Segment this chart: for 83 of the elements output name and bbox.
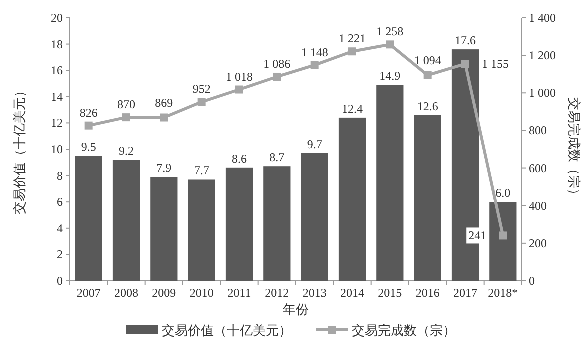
y2-axis-title: 交易完成数（宗） — [567, 98, 582, 202]
y-tick-label: 6 — [57, 195, 63, 210]
y-tick-label: 12 — [51, 116, 63, 130]
point — [462, 60, 470, 68]
data-label: 1 018 — [226, 70, 253, 84]
point — [236, 86, 244, 94]
x-tick-label: 2008 — [114, 286, 138, 300]
data-label: 9.7 — [307, 137, 322, 152]
y2-tick-label: 200 — [529, 236, 547, 250]
y2-tick-label: 400 — [529, 198, 547, 213]
y2-tick-label: 1 200 — [529, 48, 556, 63]
data-label: 952 — [192, 82, 211, 96]
y2-tick-label: 0 — [529, 274, 535, 288]
x-tick-label: 2011 — [228, 286, 252, 300]
data-label: 1 155 — [482, 57, 510, 72]
y2-tick-label: 1 400 — [529, 11, 556, 25]
point — [310, 61, 319, 70]
data-label: 1 221 — [339, 32, 366, 46]
bar — [376, 85, 404, 281]
x-tick-label: 2015 — [378, 286, 402, 300]
point — [84, 122, 93, 130]
point — [160, 114, 168, 122]
x-tick-label: 2009 — [152, 286, 176, 300]
data-label: 8.6 — [232, 152, 247, 166]
point — [273, 72, 282, 81]
data-label: 9.2 — [119, 144, 134, 158]
x-tick-label: 2010 — [190, 286, 214, 300]
x-tick-label: 2017 — [454, 286, 478, 300]
x-tick-label: 2014 — [340, 286, 364, 300]
data-label: 1 094 — [414, 53, 442, 68]
bar — [188, 180, 216, 281]
point — [424, 71, 432, 80]
y2-tick-label: 600 — [529, 161, 547, 176]
y2-tick-label: 1 000 — [529, 86, 556, 100]
data-label: 241 — [468, 228, 487, 243]
bar — [112, 160, 140, 281]
bar — [338, 118, 366, 281]
data-label: 826 — [80, 106, 98, 120]
point — [348, 48, 356, 56]
y-tick-label: 4 — [57, 221, 63, 236]
bar — [301, 153, 328, 281]
data-label: 7.7 — [194, 164, 210, 178]
y-tick-label: 16 — [51, 64, 63, 78]
x-tick-label: 2012 — [265, 286, 290, 300]
data-label: 14.9 — [380, 69, 401, 84]
x-axis-title: 年份 — [283, 302, 309, 317]
data-label: 7.9 — [156, 161, 172, 176]
data-label: 1 258 — [376, 24, 404, 39]
y-tick-label: 2 — [57, 248, 63, 262]
data-label: 9.5 — [81, 140, 96, 154]
bar — [264, 166, 291, 281]
data-label: 1 086 — [264, 56, 291, 71]
data-label: 6.0 — [496, 186, 511, 200]
point — [122, 114, 130, 122]
y2-tick-label: 800 — [529, 124, 547, 138]
y-tick-label: 0 — [57, 274, 63, 288]
y-axis-title: 交易价值（十亿美元） — [12, 84, 27, 214]
data-label: 1 148 — [301, 45, 328, 60]
legend-label: 交易完成数（宗） — [352, 323, 456, 338]
data-label: 17.6 — [455, 34, 476, 48]
data-label: 12.4 — [342, 102, 363, 116]
bar — [150, 177, 178, 281]
point — [499, 232, 508, 240]
bar — [226, 168, 254, 281]
bar — [414, 115, 442, 281]
x-tick-label: 2018* — [488, 286, 518, 300]
data-label: 12.6 — [417, 99, 438, 114]
y-tick-label: 18 — [51, 37, 63, 52]
bar — [490, 202, 517, 281]
x-tick-label: 2013 — [302, 286, 327, 300]
data-label: 8.7 — [270, 150, 285, 165]
x-tick-label: 2016 — [416, 286, 440, 300]
bar — [75, 156, 102, 281]
y-tick-label: 8 — [57, 168, 63, 183]
point — [386, 40, 394, 49]
data-label: 870 — [118, 98, 136, 112]
data-label: 869 — [155, 96, 174, 110]
y-tick-label: 14 — [51, 90, 63, 104]
y-tick-label: 20 — [51, 11, 63, 25]
point — [198, 98, 206, 106]
x-tick-label: 2007 — [76, 286, 101, 300]
y-tick-label: 10 — [51, 142, 63, 156]
legend-label: 交易价值（十亿美元） — [162, 323, 292, 338]
